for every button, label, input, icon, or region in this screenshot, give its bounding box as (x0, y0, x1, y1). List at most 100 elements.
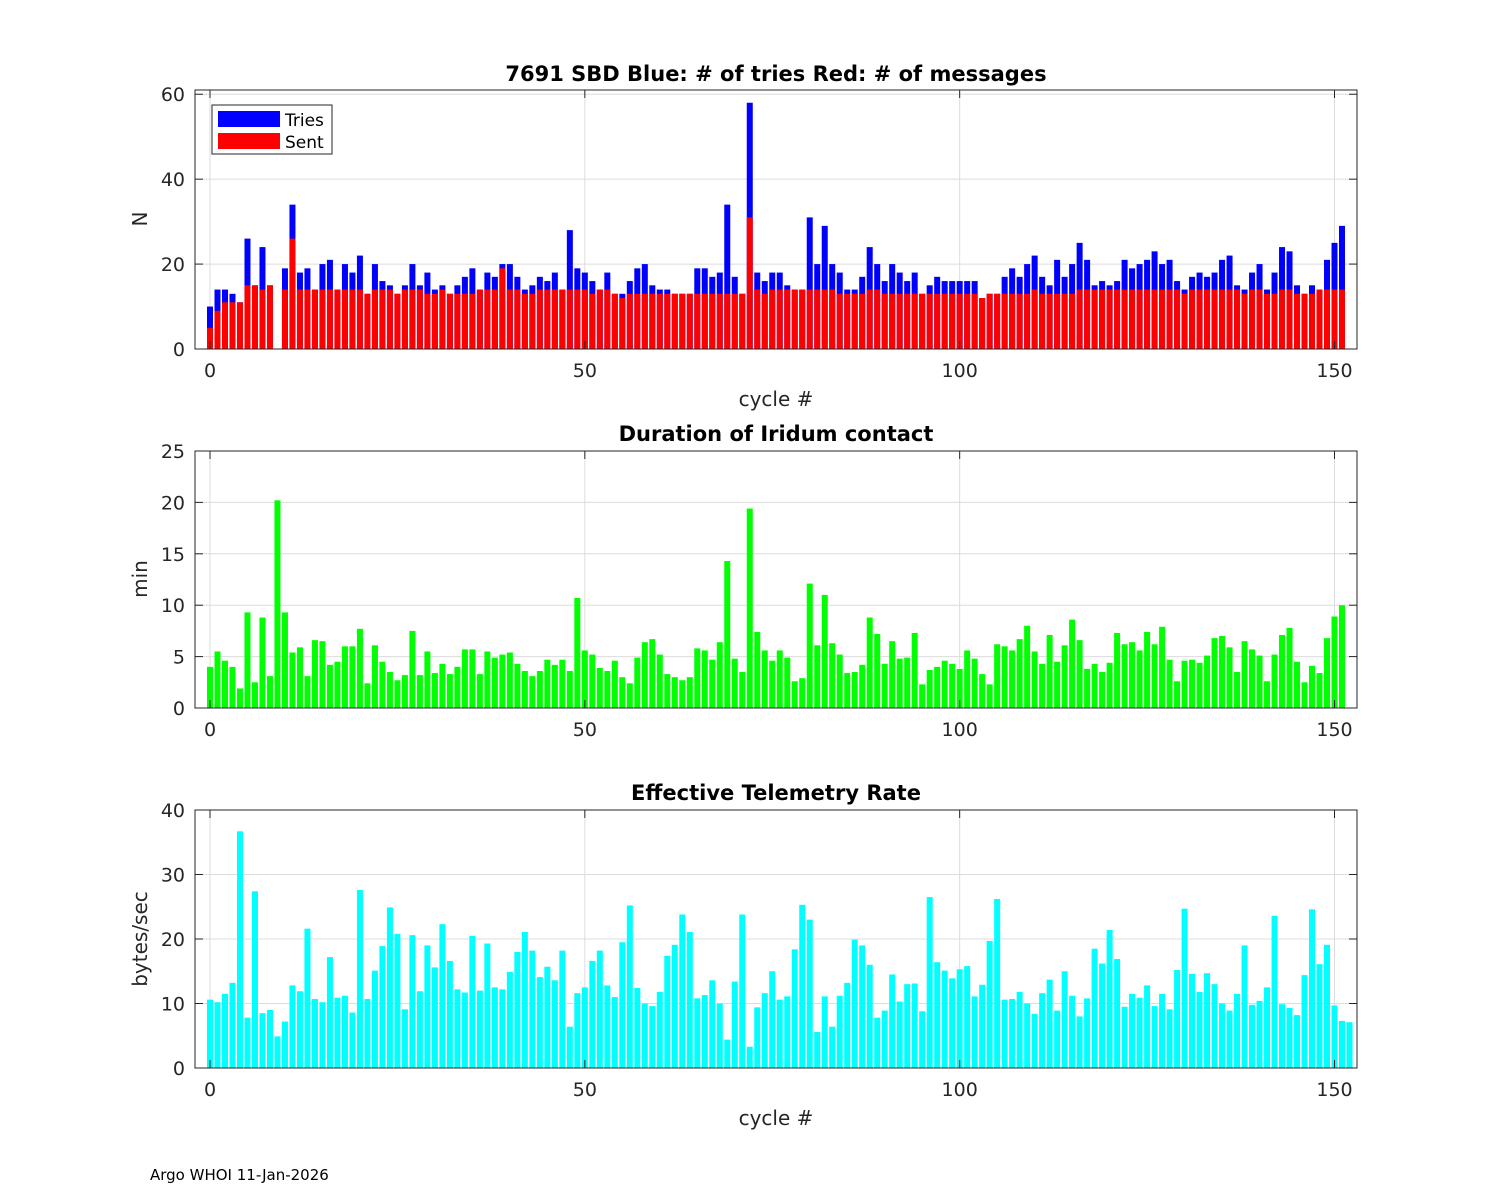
bar-rate-9 (274, 1036, 281, 1068)
bar-duration-146 (1301, 682, 1308, 708)
bar-sent-13 (304, 289, 311, 349)
bar-rate-92 (896, 1001, 903, 1068)
bar-rate-22 (371, 970, 378, 1068)
bar-duration-116 (1076, 640, 1083, 708)
bar-sent-138 (1241, 293, 1248, 349)
bar-rate-99 (949, 978, 956, 1068)
bar-duration-89 (874, 633, 881, 708)
bar-rate-66 (701, 995, 708, 1068)
x-tick-label: 150 (1316, 360, 1352, 382)
bar-tries-80 (806, 217, 813, 349)
bar-duration-66 (701, 650, 708, 708)
bar-sent-30 (431, 293, 438, 349)
bar-sent-40 (506, 289, 513, 349)
bar-sent-143 (1279, 289, 1286, 349)
bar-duration-7 (259, 617, 266, 708)
bar-rate-93 (904, 984, 911, 1068)
y-axis-label-3: bytes/sec (128, 891, 152, 987)
bar-rate-48 (566, 1026, 573, 1068)
bar-duration-72 (746, 508, 753, 708)
bar-duration-111 (1039, 663, 1046, 708)
bar-rate-8 (266, 1009, 273, 1068)
bar-duration-5 (244, 612, 251, 708)
bar-duration-120 (1106, 662, 1113, 708)
bar-duration-81 (814, 645, 821, 708)
bar-rate-7 (259, 1013, 266, 1068)
bar-duration-24 (386, 672, 393, 708)
x-tick-label: 100 (942, 719, 978, 741)
bar-duration-91 (889, 641, 896, 708)
bar-sent-77 (784, 289, 791, 349)
bar-sent-124 (1136, 289, 1143, 349)
bar-rate-82 (821, 996, 828, 1068)
bar-sent-75 (769, 289, 776, 349)
bar-sent-60 (656, 293, 663, 349)
bar-rate-130 (1181, 908, 1188, 1068)
bar-sent-116 (1076, 289, 1083, 349)
bar-sent-1 (214, 310, 221, 349)
bar-sent-144 (1286, 289, 1293, 349)
bar-sent-34 (461, 293, 468, 349)
bar-rate-131 (1189, 973, 1196, 1068)
bar-duration-54 (611, 660, 618, 708)
bar-sent-105 (994, 293, 1001, 349)
bar-sent-79 (799, 289, 806, 349)
bar-duration-65 (694, 648, 701, 708)
bar-rate-127 (1159, 993, 1166, 1068)
bar-duration-138 (1241, 641, 1248, 708)
bar-duration-49 (574, 598, 581, 708)
y-tick-label: 30 (161, 865, 185, 887)
x-tick-label: 50 (573, 1079, 597, 1101)
bar-sent-133 (1204, 289, 1211, 349)
bar-duration-27 (409, 630, 416, 708)
bar-duration-35 (469, 649, 476, 708)
bar-duration-87 (859, 664, 866, 708)
bar-sent-130 (1181, 293, 1188, 349)
bar-rate-58 (641, 1003, 648, 1068)
bar-rate-138 (1241, 945, 1248, 1068)
bar-duration-1 (214, 651, 221, 708)
bar-sent-135 (1219, 289, 1226, 349)
bar-rate-32 (446, 960, 453, 1068)
bar-duration-28 (416, 675, 423, 708)
bar-duration-85 (844, 673, 851, 708)
bar-duration-10 (281, 612, 288, 708)
bar-sent-150 (1331, 289, 1338, 349)
bar-sent-66 (701, 293, 708, 349)
bar-sent-71 (739, 293, 746, 349)
bar-duration-86 (851, 672, 858, 708)
bar-duration-37 (484, 651, 491, 708)
bar-duration-114 (1061, 645, 1068, 708)
bar-duration-63 (679, 680, 686, 708)
bar-duration-11 (289, 652, 296, 708)
bar-rate-44 (536, 977, 543, 1068)
bar-duration-40 (506, 652, 513, 708)
bar-rate-42 (521, 931, 528, 1068)
bar-sent-142 (1271, 293, 1278, 349)
bar-duration-148 (1316, 673, 1323, 708)
bar-rate-2 (221, 993, 228, 1068)
bar-duration-48 (566, 670, 573, 708)
bar-duration-16 (326, 664, 333, 708)
bar-duration-21 (364, 683, 371, 708)
bar-sent-64 (686, 293, 693, 349)
bar-rate-53 (604, 985, 611, 1068)
bar-tries-69 (724, 204, 731, 349)
bar-rate-147 (1309, 909, 1316, 1068)
bar-sent-121 (1114, 289, 1121, 349)
bar-rate-94 (911, 983, 918, 1068)
bar-rate-79 (799, 904, 806, 1068)
bar-rate-150 (1331, 1005, 1338, 1068)
bar-rate-96 (926, 897, 933, 1068)
bar-sent-113 (1054, 293, 1061, 349)
bar-sent-49 (574, 289, 581, 349)
bar-duration-53 (604, 670, 611, 708)
bar-duration-133 (1204, 655, 1211, 708)
bar-sent-6 (251, 285, 258, 349)
bar-sent-45 (544, 289, 551, 349)
bar-duration-83 (829, 643, 836, 708)
bar-rate-100 (956, 969, 963, 1068)
bar-rate-11 (289, 985, 296, 1068)
bar-sent-146 (1301, 293, 1308, 349)
bar-rate-103 (979, 984, 986, 1068)
